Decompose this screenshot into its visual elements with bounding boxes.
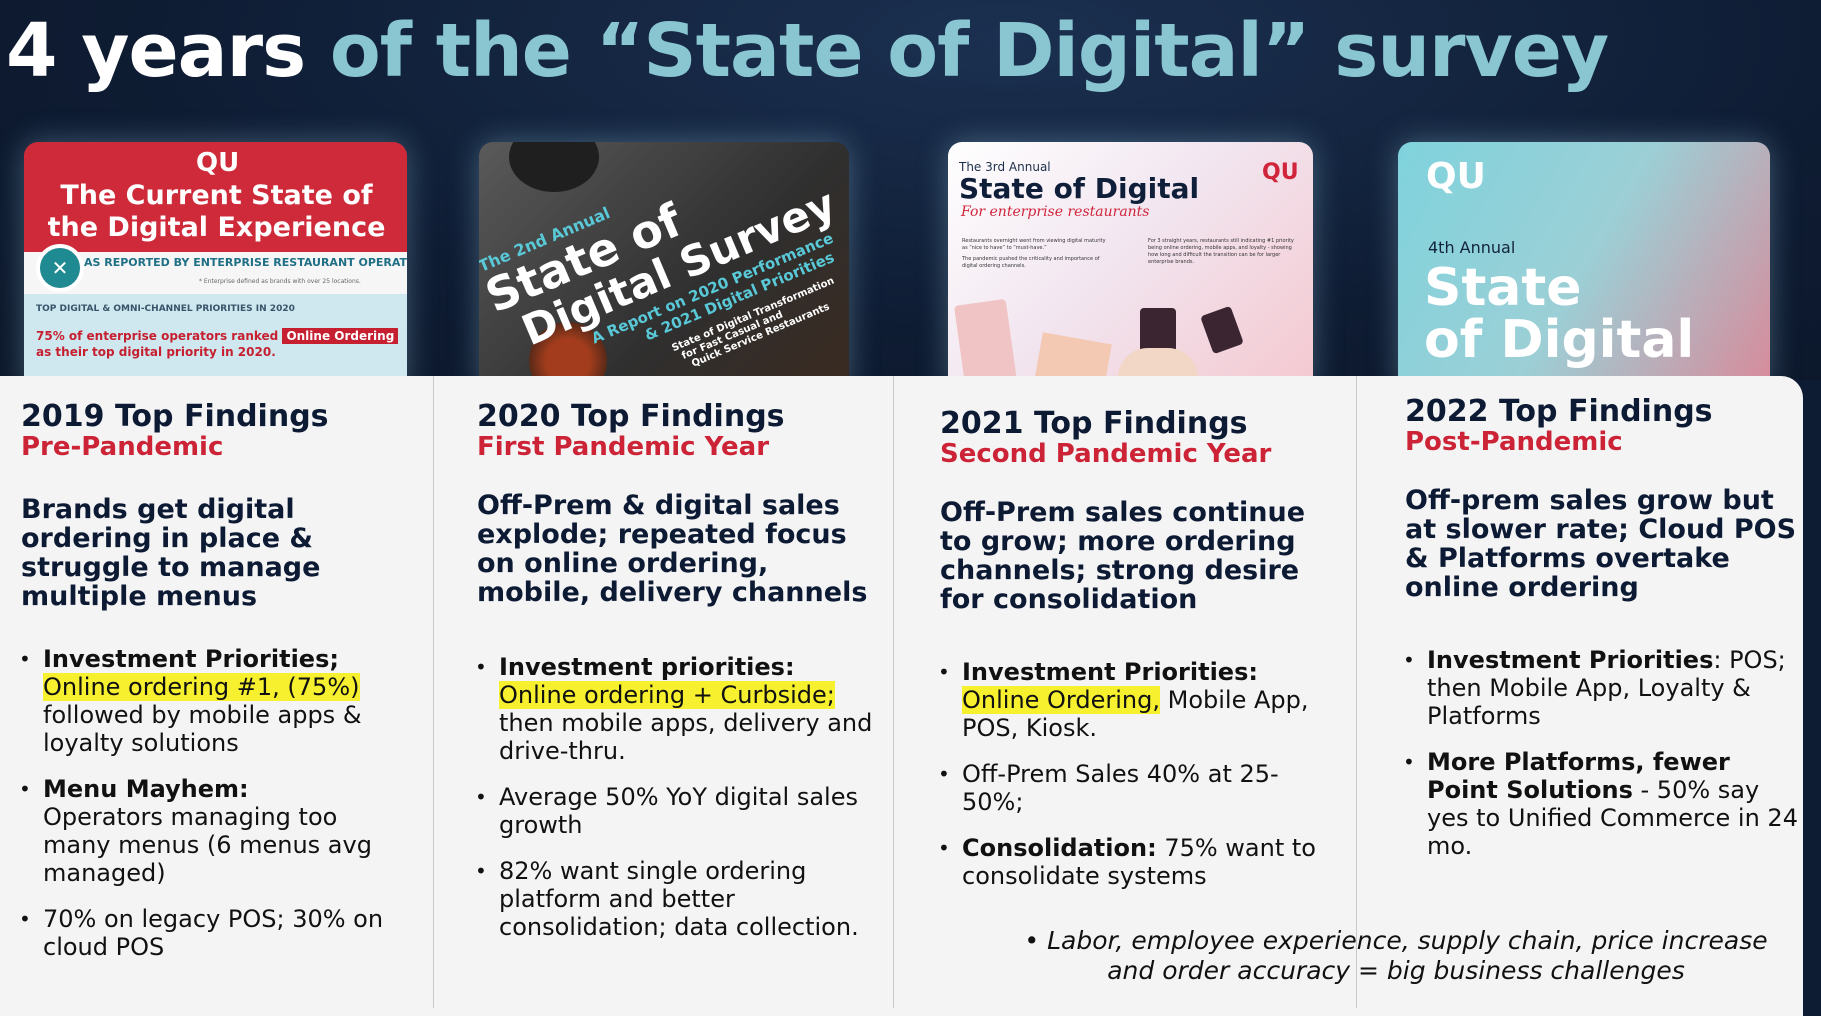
cover-2021-blurb-left: Restaurants overnight went from viewing … xyxy=(962,238,1106,251)
cover-2019-stat: 75% of enterprise operators ranked Onlin… xyxy=(36,328,399,360)
cover-2021-kicker: The 3rd Annual xyxy=(959,160,1051,174)
column-headline: Off-Prem & digital sales explode; repeat… xyxy=(477,490,868,608)
column-phase: Second Pandemic Year xyxy=(940,439,1272,469)
bullet-bold: Investment Priorities: xyxy=(962,658,1258,686)
bullet-text: - 50% say yes to Unified Commerce in 24 … xyxy=(1427,776,1798,860)
cover-2022-title-line2: of Digital xyxy=(1424,310,1695,370)
page-title: 4 years of the “State of Digital” survey xyxy=(6,6,1609,96)
column-year: 2019 Top Findings xyxy=(21,399,329,434)
bullet-marker: • xyxy=(1024,926,1048,955)
bullet-bold: Investment priorities: xyxy=(499,653,795,681)
cover-2019-title: The Current State of the Digital Experie… xyxy=(47,180,386,243)
bullet-text: Off-Prem Sales 40% at 25-50%; xyxy=(962,760,1279,816)
note-line2: and order accuracy = big business challe… xyxy=(1107,956,1685,985)
cover-2019-stat-end: as their top digital priority in 2020. xyxy=(36,345,276,359)
findings-list: Investment priorities: Online ordering +… xyxy=(475,653,877,941)
highlighted-text: Online Ordering, xyxy=(962,686,1160,714)
cover-2019-lower: TOP DIGITAL & OMNI-CHANNEL PRIORITIES IN… xyxy=(24,294,407,390)
cover-2021-script: For enterprise restaurants xyxy=(961,204,1150,220)
column-headline: Off-prem sales grow but at slower rate; … xyxy=(1405,485,1797,603)
column-divider xyxy=(893,376,894,1008)
findings-column-2020: 2020 Top Findings First Pandemic Year Of… xyxy=(475,399,877,959)
findings-list: Investment Priorities: POS; then Mobile … xyxy=(1403,646,1800,860)
column-phase: Post-Pandemic xyxy=(1405,427,1623,457)
column-year: 2022 Top Findings xyxy=(1405,394,1713,429)
bullet-bold: More Platforms, fewer Point Solutions xyxy=(1427,748,1730,804)
bullet-text: 82% want single ordering platform and be… xyxy=(499,857,859,941)
column-divider xyxy=(1356,376,1357,1008)
findings-column-2019: 2019 Top Findings Pre-Pandemic Brands ge… xyxy=(19,399,401,979)
list-item: 82% want single ordering platform and be… xyxy=(475,857,877,941)
cover-2019-subtitle: AS REPORTED BY ENTERPRISE RESTAURANT OPE… xyxy=(84,256,407,269)
list-item: 70% on legacy POS; 30% on cloud POS xyxy=(19,905,401,961)
cover-2019-section: TOP DIGITAL & OMNI-CHANNEL PRIORITIES IN… xyxy=(36,304,295,314)
bullet-text: 70% on legacy POS; 30% on cloud POS xyxy=(43,905,384,961)
highlighted-text: Online ordering #1, (75%) xyxy=(43,673,360,701)
dark-cup-illustration xyxy=(1200,305,1244,355)
note-line1: Labor, employee experience, supply chain… xyxy=(1047,926,1768,955)
list-item: Investment priorities: Online ordering +… xyxy=(475,653,877,765)
page-title-part2: of the “State of Digital” survey xyxy=(329,8,1609,94)
dining-icon: ✕ xyxy=(36,244,84,292)
bullet-text: 75% want to consolidate systems xyxy=(962,834,1316,890)
bullet-text: Operators managing too many menus (6 men… xyxy=(43,803,372,887)
report-cover-2019: QU The Current State of the Digital Expe… xyxy=(24,142,407,390)
list-item: Off-Prem Sales 40% at 25-50%; xyxy=(938,760,1340,816)
page-title-part1: 4 years xyxy=(6,8,306,94)
bullet-bold: Menu Mayhem: xyxy=(43,775,249,803)
column-divider xyxy=(433,376,434,1008)
column-year: 2021 Top Findings xyxy=(940,406,1248,441)
bullet-text: then mobile apps, delivery and drive-thr… xyxy=(499,709,873,765)
column-headline: Brands get digital ordering in place & s… xyxy=(21,494,321,612)
cover-2019-stat-tag: Online Ordering xyxy=(282,328,399,344)
findings-list: Investment Priorities: Online Ordering, … xyxy=(938,658,1340,890)
cover-2019-stat-text: 75% of enterprise operators ranked xyxy=(36,329,279,343)
bullet-text: Mobile App, POS, Kiosk. xyxy=(962,686,1309,742)
list-item: Consolidation: 75% want to consolidate s… xyxy=(938,834,1340,890)
bullet-text: Average 50% YoY digital sales growth xyxy=(499,783,858,839)
mortar-bowl xyxy=(509,142,599,192)
cover-2022-title-line1: State xyxy=(1424,258,1582,318)
cover-2019-footnote: * Enterprise defined as brands with over… xyxy=(199,278,361,285)
findings-list: Investment Priorities; Online ordering #… xyxy=(19,645,401,961)
column-year: 2020 Top Findings xyxy=(477,399,785,434)
bullet-bold: Investment Priorities xyxy=(1427,646,1714,674)
qu-logo: QU xyxy=(1262,160,1299,185)
cover-2022-kicker: 4th Annual xyxy=(1428,238,1516,257)
column-phase: First Pandemic Year xyxy=(477,432,770,462)
cover-2021-blurb-left2: The pandemic pushed the criticality and … xyxy=(962,256,1100,269)
bullet-bold: Investment Priorities; xyxy=(43,645,339,673)
cover-2021-title: State of Digital xyxy=(959,172,1200,205)
business-challenges-note: • Labor, employee experience, supply cha… xyxy=(996,926,1796,986)
highlighted-text: Online ordering + Curbside; xyxy=(499,681,835,709)
column-headline: Off-Prem sales continue to grow; more or… xyxy=(940,497,1306,615)
qu-logo: QU xyxy=(196,148,240,178)
list-item: More Platforms, fewer Point Solutions - … xyxy=(1403,748,1800,860)
report-cover-2020: The 2nd Annual State of Digital Survey A… xyxy=(479,142,849,390)
qu-logo: QU xyxy=(1426,156,1486,197)
list-item: Investment Priorities; Online ordering #… xyxy=(19,645,401,757)
bullet-text: : POS; then Mobile App, Loyalty & Platfo… xyxy=(1427,646,1786,730)
findings-column-2021: 2021 Top Findings Second Pandemic Year O… xyxy=(938,406,1340,908)
cover-2021-blurb-right: For 3 straight years, restaurants still … xyxy=(1148,238,1294,265)
list-item: Investment Priorities: Online Ordering, … xyxy=(938,658,1340,742)
findings-column-2022: 2022 Top Findings Post-Pandemic Off-prem… xyxy=(1403,394,1800,878)
list-item: Average 50% YoY digital sales growth xyxy=(475,783,877,839)
bullet-bold: Consolidation: xyxy=(962,834,1157,862)
list-item: Menu Mayhem: Operators managing too many… xyxy=(19,775,401,887)
cover-2019-band: ✕ AS REPORTED BY ENTERPRISE RESTAURANT O… xyxy=(24,244,407,294)
column-phase: Pre-Pandemic xyxy=(21,432,224,462)
report-cover-2022: QU 4th Annual State of Digital xyxy=(1398,142,1770,390)
list-item: Investment Priorities: POS; then Mobile … xyxy=(1403,646,1800,730)
bullet-text: followed by mobile apps & loyalty soluti… xyxy=(43,701,362,757)
report-cover-2021: The 3rd Annual State of Digital For ente… xyxy=(948,142,1313,390)
